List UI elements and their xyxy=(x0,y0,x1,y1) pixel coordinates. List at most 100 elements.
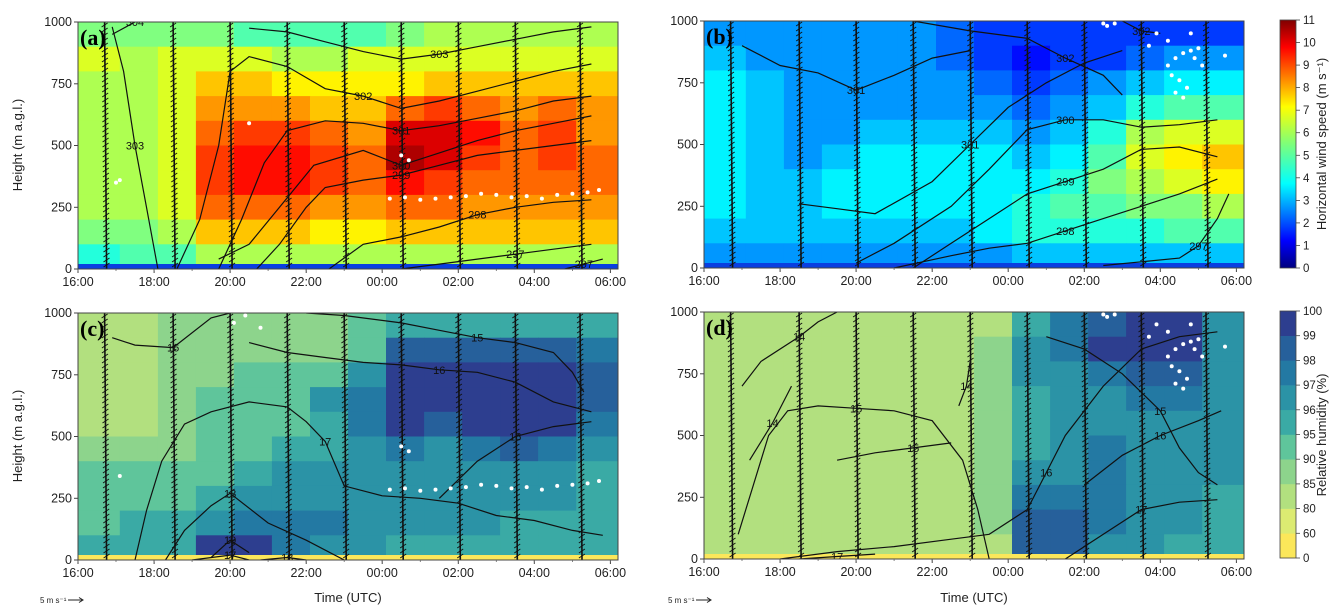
wind-barb xyxy=(170,142,178,148)
wind-barb xyxy=(512,32,519,38)
wind-barb xyxy=(853,101,861,107)
wind-barb xyxy=(1025,437,1032,443)
wind-barb xyxy=(342,478,349,484)
wind-barb xyxy=(102,453,110,459)
colorbar-wind-tick-label: 1 xyxy=(1303,241,1309,253)
wind-barb xyxy=(967,91,975,97)
wind-barb xyxy=(911,226,919,232)
wind-barb xyxy=(729,512,736,518)
x-tick-label: 16:00 xyxy=(62,275,93,289)
wind-barb xyxy=(968,201,975,207)
observation-point xyxy=(597,479,601,483)
wind-barb xyxy=(285,468,292,474)
wind-barb xyxy=(910,352,917,358)
wind-barb xyxy=(1203,397,1210,403)
heatmap-cell xyxy=(233,71,273,97)
heatmap-cell xyxy=(897,484,937,511)
wind-barb xyxy=(911,191,918,197)
wind-barb xyxy=(1139,246,1147,252)
wind-barb xyxy=(967,382,975,388)
wind-barb xyxy=(854,507,861,513)
wind-barb xyxy=(1081,427,1089,433)
wind-barb xyxy=(1024,141,1032,147)
wind-barb xyxy=(911,547,919,553)
heatmap-cell xyxy=(157,22,197,48)
wind-barb xyxy=(796,367,803,373)
wind-barb xyxy=(171,222,178,228)
wind-barb xyxy=(911,447,918,453)
heatmap-cell xyxy=(78,22,121,48)
wind-barb xyxy=(228,453,235,459)
wind-barb xyxy=(796,161,804,167)
heatmap-cell xyxy=(576,362,618,388)
wind-barb xyxy=(1082,251,1090,257)
wind-barb xyxy=(578,523,585,529)
wind-barb xyxy=(1138,111,1146,117)
wind-barb xyxy=(1139,497,1147,503)
heatmap-cell xyxy=(462,485,501,512)
wind-barb xyxy=(399,227,407,233)
wind-barb xyxy=(102,413,109,419)
wind-barb xyxy=(796,347,803,353)
wind-barb xyxy=(910,41,917,47)
wind-barb xyxy=(853,397,861,403)
wind-barb xyxy=(1203,131,1211,137)
wind-barb xyxy=(1081,327,1088,333)
wind-barb xyxy=(728,181,736,187)
wind-barb xyxy=(1082,141,1089,147)
wind-barb xyxy=(342,513,350,519)
wind-barb xyxy=(102,102,109,108)
wind-barb xyxy=(102,403,109,409)
wind-barb xyxy=(285,483,292,489)
heatmap-cell xyxy=(745,119,785,145)
wind-barb xyxy=(576,338,584,344)
wind-barb xyxy=(512,358,519,364)
wind-barb xyxy=(1024,136,1032,142)
colorbar-rh-block xyxy=(1280,360,1296,386)
heatmap-cell xyxy=(745,70,785,96)
wind-barb xyxy=(1202,26,1210,32)
wind-barb xyxy=(227,107,235,113)
wind-barb xyxy=(854,542,862,548)
wind-barb xyxy=(1203,417,1211,423)
wind-barb xyxy=(285,232,293,238)
wind-barb xyxy=(227,52,234,58)
wind-barb xyxy=(341,57,348,63)
wind-barb xyxy=(1082,186,1089,192)
wind-barb xyxy=(399,262,407,268)
heatmap-cell xyxy=(704,144,747,170)
wind-barb xyxy=(854,487,861,493)
wind-barb xyxy=(911,542,919,548)
wind-barb xyxy=(398,393,406,399)
wind-barb xyxy=(854,527,862,533)
wind-barb xyxy=(1138,56,1145,62)
heatmap-cell xyxy=(78,71,121,97)
wind-barb xyxy=(727,56,735,62)
wind-barb xyxy=(399,518,407,524)
wind-barb xyxy=(456,152,463,158)
wind-barb xyxy=(796,452,804,458)
wind-barb xyxy=(1139,251,1147,257)
wind-barb xyxy=(967,427,975,433)
wind-barb xyxy=(103,247,110,253)
wind-barb xyxy=(341,338,348,344)
observation-point xyxy=(1200,354,1205,359)
wind-barb xyxy=(1025,497,1033,503)
wind-barb xyxy=(1024,106,1032,112)
wind-barb xyxy=(1081,397,1089,403)
wind-barb xyxy=(796,71,803,77)
wind-barb xyxy=(911,507,919,513)
wind-barb xyxy=(1139,427,1146,433)
observation-point xyxy=(1146,334,1151,339)
wind-barb xyxy=(967,146,975,152)
wind-barb xyxy=(853,362,860,368)
y-tick-label: 250 xyxy=(677,490,698,504)
wind-barb xyxy=(398,388,406,394)
wind-barb xyxy=(341,27,348,33)
wind-barb xyxy=(170,433,178,439)
wind-barb xyxy=(853,342,860,348)
colorbar-wind-tick-label: 11 xyxy=(1303,15,1315,27)
heatmap-cell xyxy=(936,45,975,71)
wind-barb xyxy=(227,67,234,73)
